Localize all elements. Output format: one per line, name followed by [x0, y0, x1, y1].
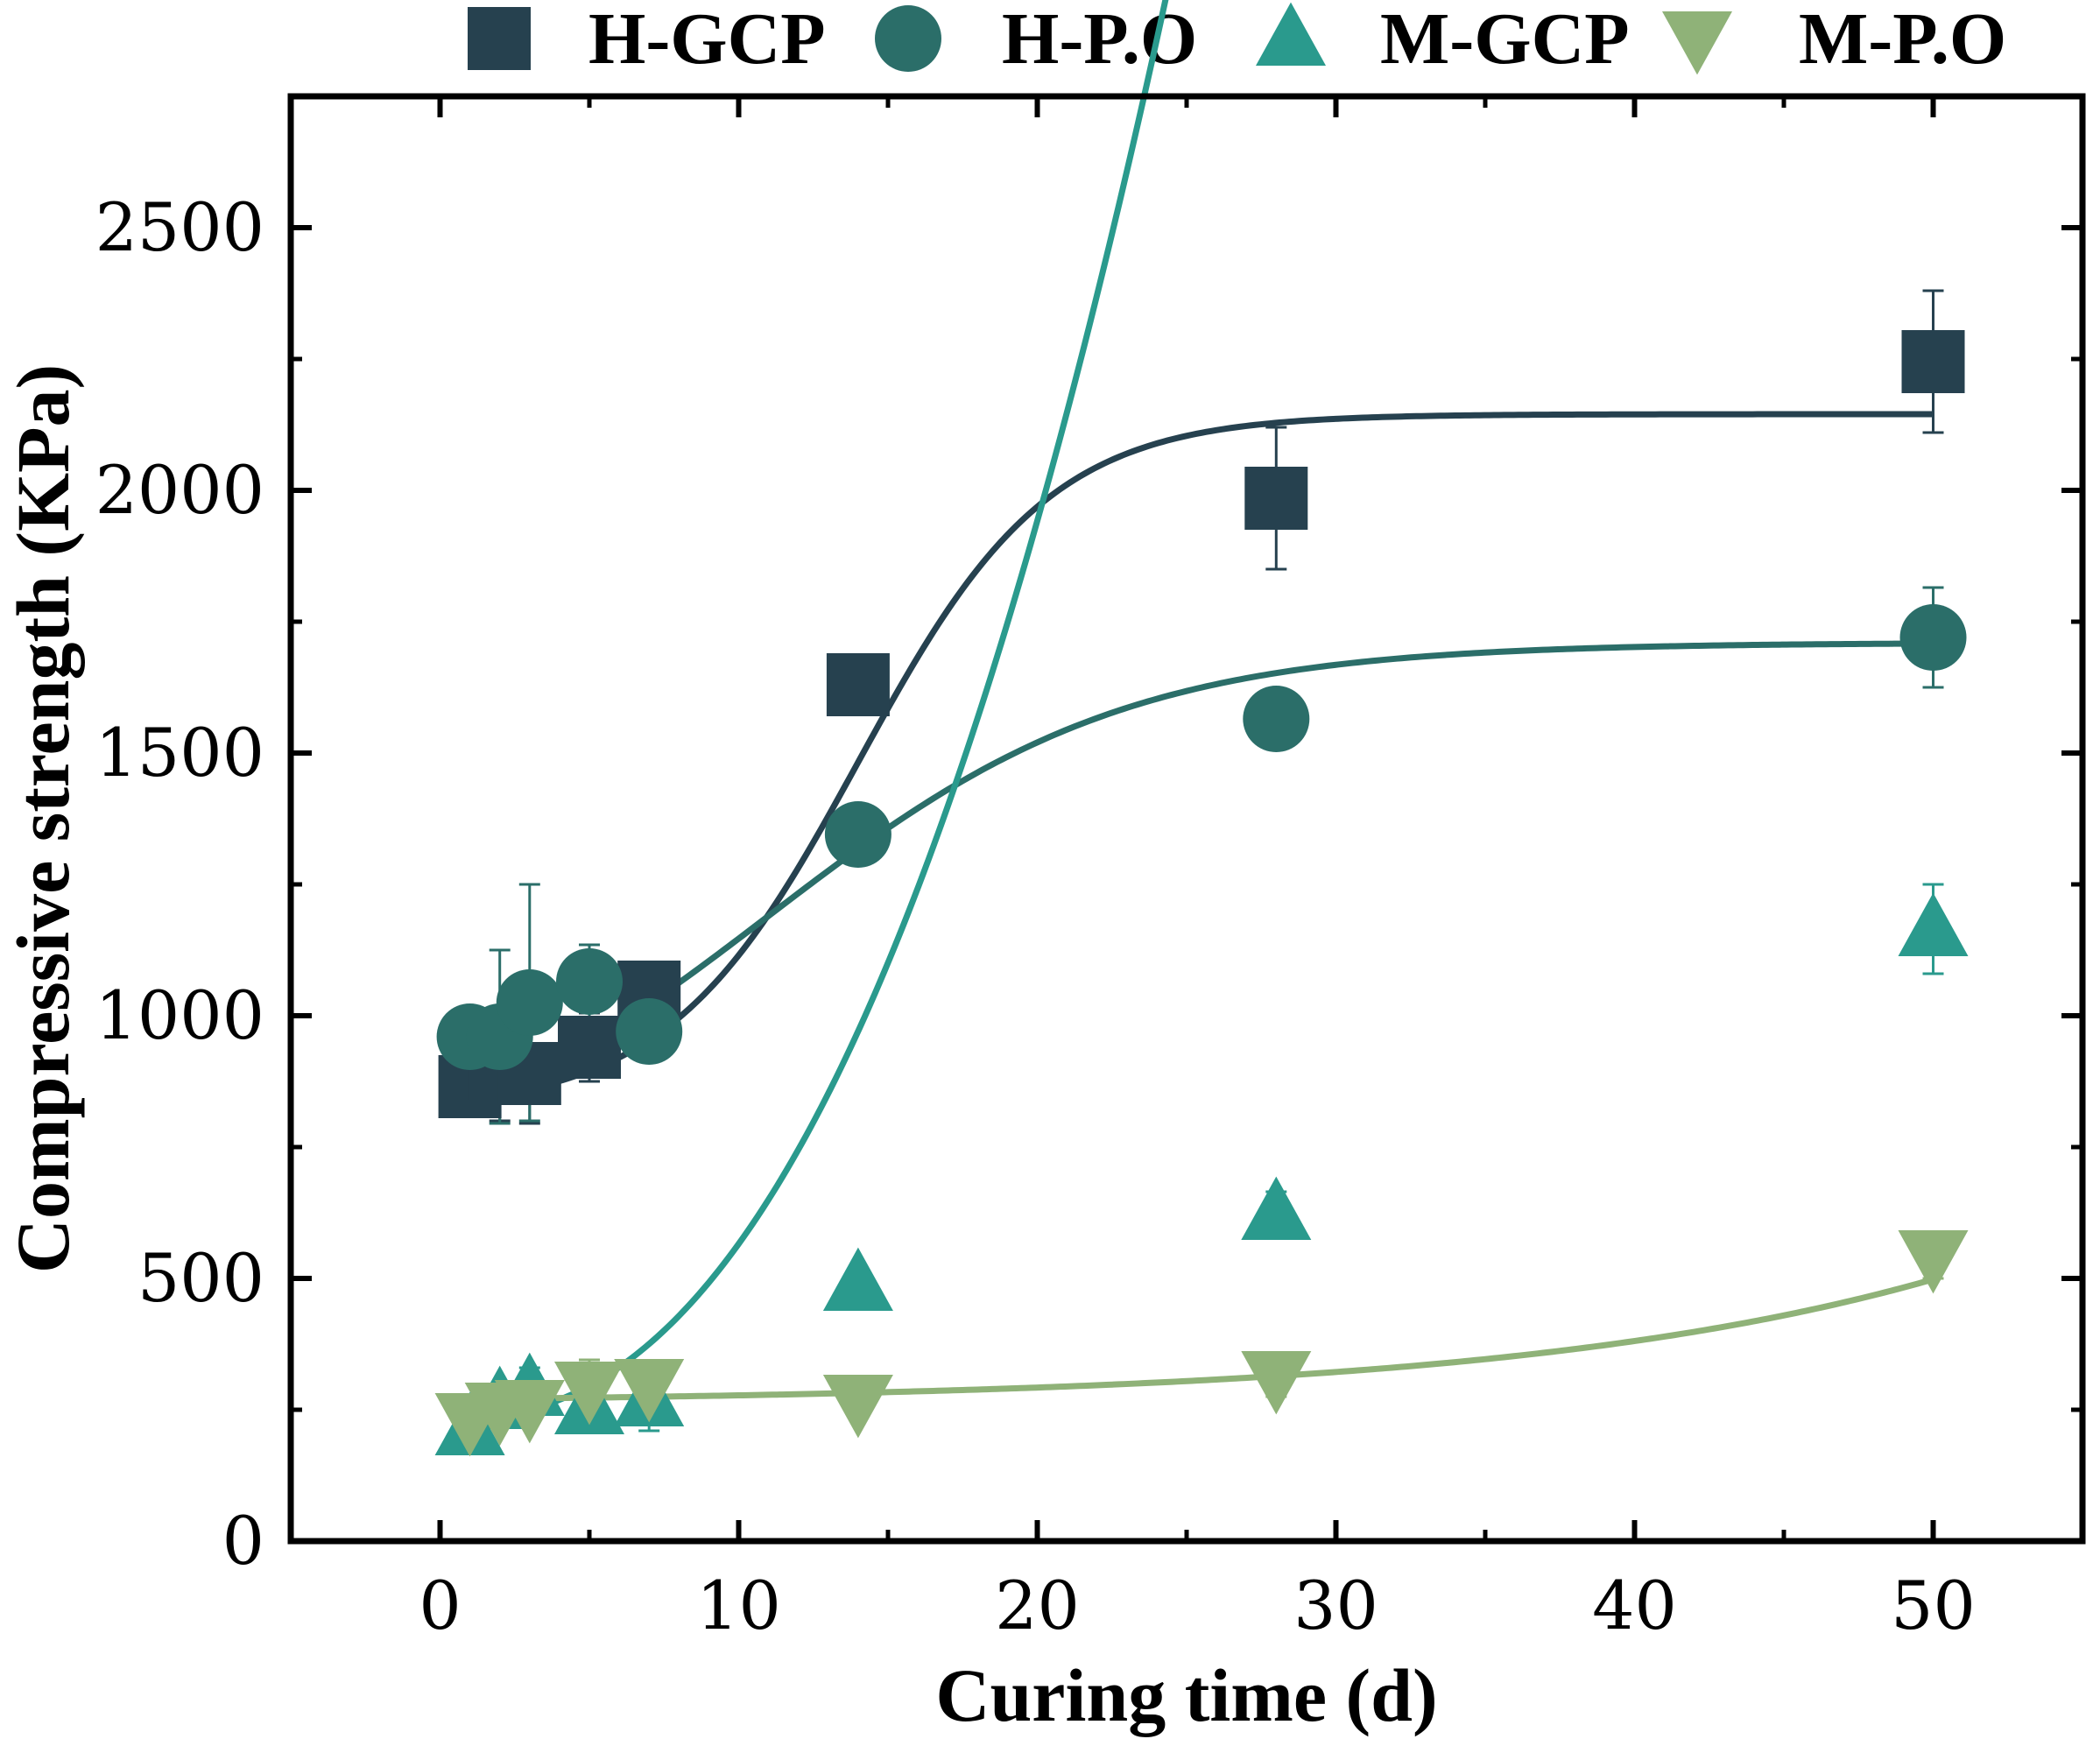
legend-marker [875, 5, 941, 72]
data-point-M-P.O [554, 1361, 624, 1426]
legend-label: H-P.O [1002, 0, 1197, 80]
x-tick-label: 20 [995, 1567, 1080, 1644]
axis-ticks [291, 96, 2082, 1544]
y-tick-label: 1500 [95, 714, 264, 792]
fit-curves [469, 0, 1934, 1423]
y-tick-label: 2500 [95, 188, 264, 266]
y-tick-label: 2000 [95, 451, 264, 529]
x-axis-title: Curing time (d) [935, 1653, 1437, 1737]
legend-item: M-P.O [1662, 0, 2006, 80]
data-point-H-P.O [556, 948, 623, 1015]
data-point-M-P.O [822, 1374, 893, 1439]
data-point-H-GCP [558, 1016, 621, 1079]
data-point-M-P.O [494, 1379, 565, 1444]
data-point-H-P.O [496, 969, 563, 1036]
data-point-H-GCP [826, 653, 890, 716]
legend-marker [1662, 11, 1732, 75]
fit-curve-H-P.O [469, 640, 1934, 1106]
data-point-M-GCP [822, 1247, 893, 1312]
legend: H-GCP H-P.O M-GCP M-P.O [468, 0, 2006, 80]
y-tick-label: 1000 [95, 976, 264, 1054]
data-point-H-P.O [1899, 604, 1967, 671]
legend-label: M-P.O [1799, 0, 2006, 80]
data-point-M-P.O [1241, 1350, 1312, 1415]
error-bars [459, 289, 1944, 1454]
plot-frame [287, 93, 2086, 1545]
x-tick-label: 10 [696, 1567, 781, 1644]
legend-item: H-GCP [468, 0, 826, 80]
legend-label: H-GCP [588, 0, 826, 80]
legend-label: M-GCP [1380, 0, 1630, 80]
data-point-H-GCP [1901, 330, 1965, 393]
data-point-H-P.O [616, 998, 683, 1065]
y-tick-label: 500 [137, 1239, 264, 1317]
data-point-M-GCP [1898, 892, 1969, 957]
x-tick-label: 40 [1592, 1567, 1677, 1644]
fit-curve-H-GCP [469, 411, 1934, 1102]
data-point-M-P.O [1898, 1229, 1969, 1294]
x-tick-label: 50 [1891, 1567, 1976, 1644]
y-axis-title: Compressive strength (KPa) [1, 364, 85, 1273]
data-points [434, 330, 1969, 1457]
fit-curve-M-P.O [469, 1276, 1934, 1403]
legend-marker [468, 7, 531, 70]
data-point-H-P.O [824, 801, 891, 868]
x-tick-label: 30 [1293, 1567, 1378, 1644]
x-tick-label: 0 [419, 1567, 461, 1644]
data-point-M-P.O [614, 1358, 685, 1423]
data-point-H-GCP [1244, 467, 1308, 530]
fit-curve-M-GCP [469, 0, 1169, 1423]
legend-item: M-GCP [1256, 0, 1630, 80]
legend-marker [1256, 2, 1326, 67]
data-point-M-GCP [1241, 1176, 1312, 1241]
y-tick-label: 0 [222, 1502, 264, 1580]
data-point-H-P.O [1243, 686, 1310, 752]
